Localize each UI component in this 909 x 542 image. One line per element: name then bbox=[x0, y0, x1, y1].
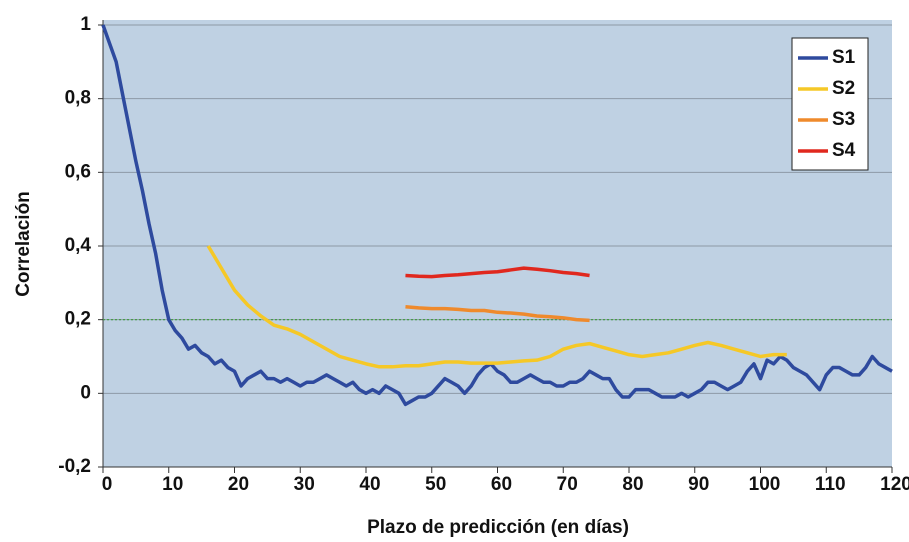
x-tick-label: 80 bbox=[622, 474, 643, 495]
series-line bbox=[101, 24, 893, 407]
x-tick-label: 40 bbox=[359, 474, 380, 495]
x-tick-label: 110 bbox=[815, 474, 846, 495]
legend-label: S4 bbox=[832, 140, 856, 161]
legend-label: S3 bbox=[832, 109, 855, 130]
x-tick-label: 60 bbox=[491, 474, 512, 495]
plot-area bbox=[103, 20, 892, 467]
y-tick-label: 0,8 bbox=[65, 88, 91, 109]
y-tick-label: -0,2 bbox=[58, 456, 91, 477]
x-tick-label: 10 bbox=[162, 474, 183, 495]
x-tick-label: 20 bbox=[228, 474, 249, 495]
x-tick-label: 70 bbox=[557, 474, 578, 495]
series-line bbox=[405, 266, 590, 279]
series-line bbox=[206, 245, 787, 369]
x-tick-label: 120 bbox=[880, 474, 909, 495]
y-tick-label: 0 bbox=[80, 382, 91, 403]
y-axis-label: Correlación bbox=[13, 191, 34, 297]
y-tick-label: 0,4 bbox=[65, 235, 92, 256]
y-tick-label: 0,6 bbox=[65, 161, 91, 182]
x-tick-label: 0 bbox=[102, 474, 113, 495]
legend-label: S2 bbox=[832, 78, 855, 99]
legend-label: S1 bbox=[832, 47, 856, 68]
y-tick-label: 1 bbox=[80, 14, 91, 35]
legend-box bbox=[791, 37, 869, 171]
x-tick-label: 100 bbox=[749, 474, 781, 495]
y-tick-label: 0,2 bbox=[65, 309, 91, 330]
series-line bbox=[405, 305, 590, 323]
x-tick-label: 30 bbox=[294, 474, 315, 495]
x-tick-label: 50 bbox=[425, 474, 446, 495]
x-axis-label: Plazo de predicción (en días) bbox=[367, 517, 629, 538]
x-tick-label: 90 bbox=[688, 474, 709, 495]
